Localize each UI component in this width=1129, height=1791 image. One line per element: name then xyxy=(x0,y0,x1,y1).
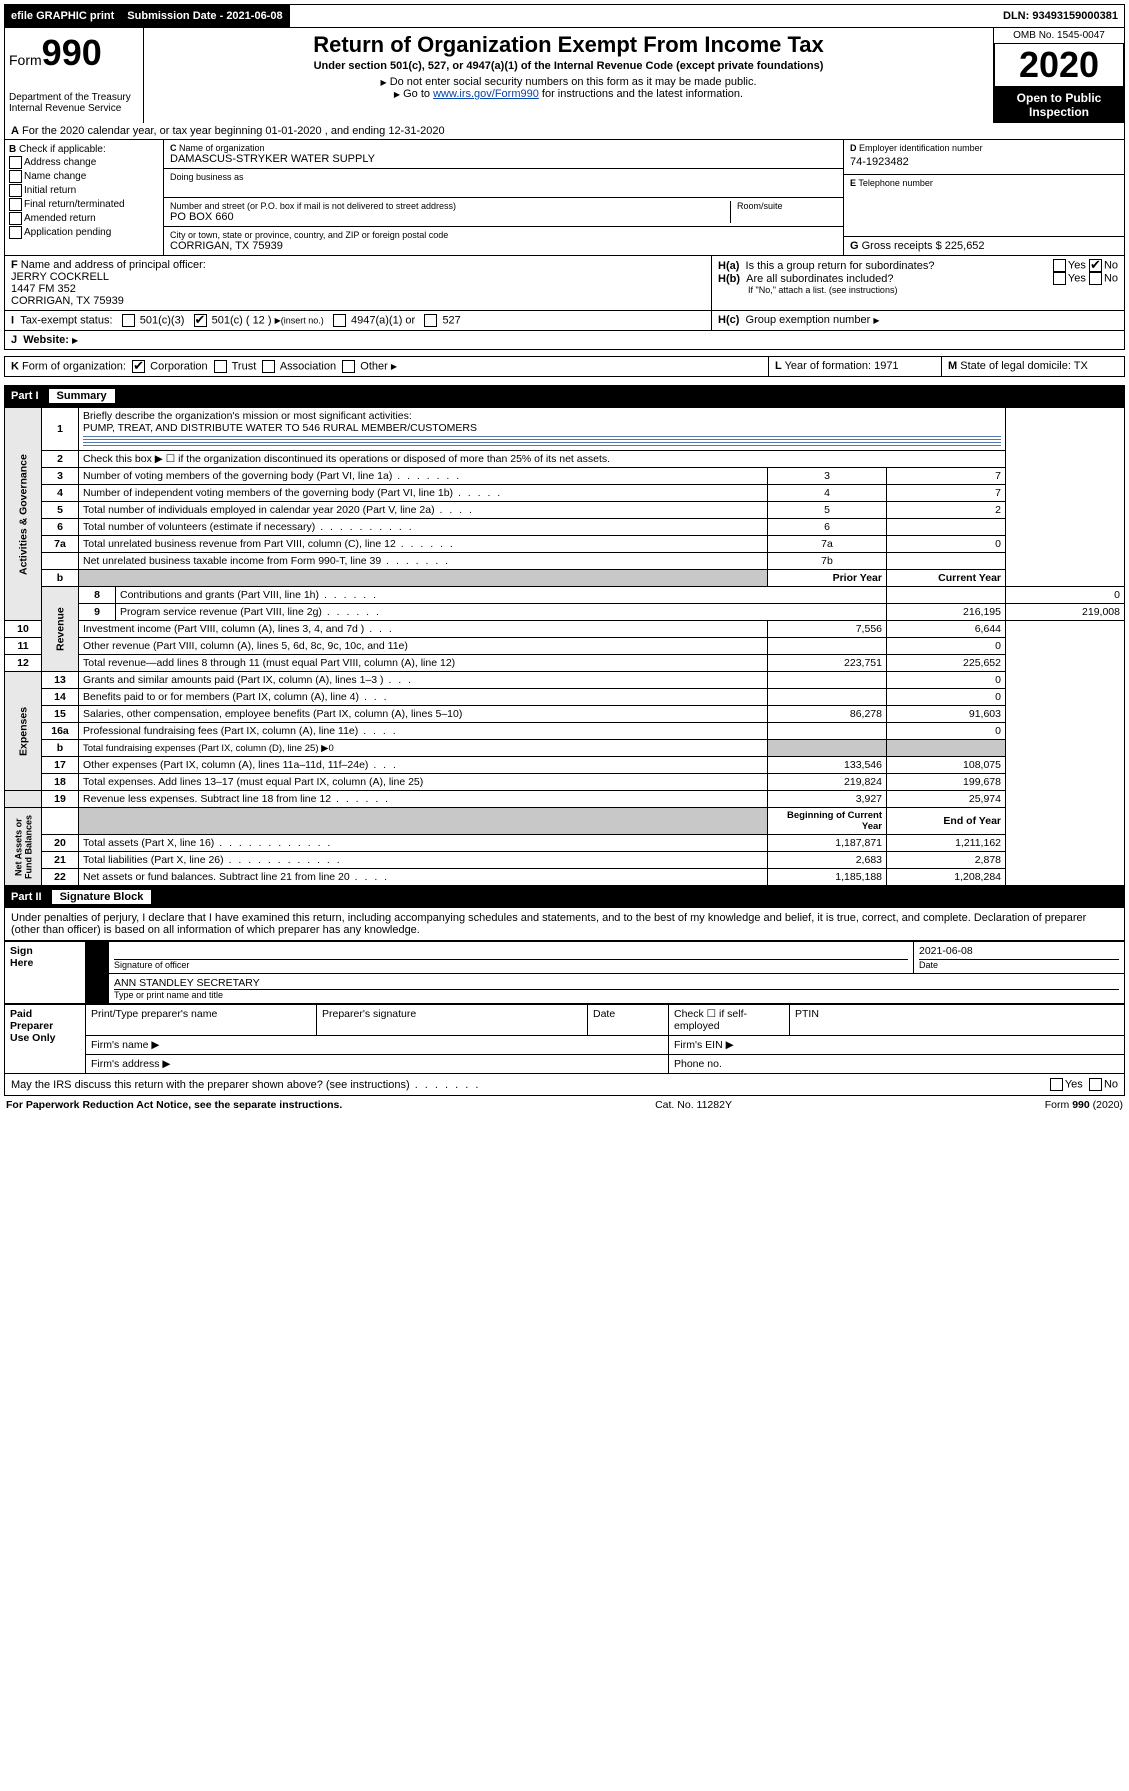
vert-governance: Activities & Governance xyxy=(5,408,42,621)
domicile-state: TX xyxy=(1074,360,1088,372)
tax-year: 2020 xyxy=(994,44,1124,87)
note-link: Go to www.irs.gov/Form990 for instructio… xyxy=(152,88,985,100)
omb-number: OMB No. 1545-0047 xyxy=(994,28,1124,44)
officer-name: JERRY COCKRELL xyxy=(11,271,109,283)
cb-other[interactable] xyxy=(342,360,355,373)
val-4: 7 xyxy=(887,485,1006,502)
dln: DLN: 93493159000381 xyxy=(997,5,1124,27)
efile-label[interactable]: efile GRAPHIC print xyxy=(5,5,121,27)
open-public: Open to Public Inspection xyxy=(994,87,1124,123)
org-address: PO BOX 660 xyxy=(170,211,730,223)
val-6 xyxy=(887,519,1006,536)
vert-revenue: Revenue xyxy=(42,587,79,672)
sign-here-table: Sign Here Signature of officer 2021-06-0… xyxy=(4,941,1125,1004)
form-ref: Form 990 (2020) xyxy=(1045,1099,1123,1111)
cb-501c3[interactable] xyxy=(122,314,135,327)
part1-header: Part I Summary xyxy=(4,385,1125,407)
curr-9: 219,008 xyxy=(1006,604,1125,621)
discuss-yes-no[interactable]: Yes No xyxy=(1050,1078,1118,1091)
section-right: D Employer identification number 74-1923… xyxy=(843,140,1124,255)
cb-4947[interactable] xyxy=(333,314,346,327)
section-c: C Name of organization DAMASCUS-STRYKER … xyxy=(164,140,843,255)
form-number: 990 xyxy=(42,32,102,73)
val-7b xyxy=(887,553,1006,570)
part2-header: Part II Signature Block xyxy=(4,886,1125,908)
section-j: J Website: xyxy=(4,331,1125,350)
irs-link[interactable]: www.irs.gov/Form990 xyxy=(433,88,539,100)
department: Department of the Treasury Internal Reve… xyxy=(9,92,139,114)
sign-here-label: Sign Here xyxy=(5,942,86,1004)
val-3: 7 xyxy=(887,468,1006,485)
vert-expenses: Expenses xyxy=(5,672,42,791)
row-a: A For the 2020 calendar year, or tax yea… xyxy=(4,123,1125,140)
prior-9: 216,195 xyxy=(887,604,1006,621)
cb-501c[interactable] xyxy=(194,314,207,327)
cb-amended[interactable]: Amended return xyxy=(9,212,159,225)
submission-date: Submission Date - 2021-06-08 xyxy=(121,5,289,27)
form-label: Form990 xyxy=(9,32,139,74)
year-formation: 1971 xyxy=(874,360,898,372)
cb-address-change[interactable]: Address change xyxy=(9,156,159,169)
form-header: Form990 Department of the Treasury Inter… xyxy=(4,28,1125,123)
mission-text: PUMP, TREAT, AND DISTRIBUTE WATER TO 546… xyxy=(83,422,477,434)
cb-assoc[interactable] xyxy=(262,360,275,373)
section-f-h: F Name and address of principal officer:… xyxy=(4,256,1125,311)
cb-trust[interactable] xyxy=(214,360,227,373)
section-klm: K Form of organization: Corporation Trus… xyxy=(4,356,1125,377)
val-7a: 0 xyxy=(887,536,1006,553)
perjury-statement: Under penalties of perjury, I declare th… xyxy=(4,908,1125,941)
cb-527[interactable] xyxy=(424,314,437,327)
sign-date: 2021-06-08 xyxy=(919,945,1119,960)
note-ssn: Do not enter social security numbers on … xyxy=(152,76,985,88)
cb-initial-return[interactable]: Initial return xyxy=(9,184,159,197)
org-name: DAMASCUS-STRYKER WATER SUPPLY xyxy=(170,153,837,165)
section-b: B Check if applicable: Address change Na… xyxy=(5,140,164,255)
summary-table: Activities & Governance 1 Briefly descri… xyxy=(4,407,1125,886)
footer: For Paperwork Reduction Act Notice, see … xyxy=(4,1096,1125,1114)
form-subtitle: Under section 501(c), 527, or 4947(a)(1)… xyxy=(152,60,985,72)
cb-pending[interactable]: Application pending xyxy=(9,226,159,239)
section-i: I Tax-exempt status: 501(c)(3) 501(c) ( … xyxy=(4,311,1125,331)
val-5: 2 xyxy=(887,502,1006,519)
entity-info-grid: B Check if applicable: Address change Na… xyxy=(4,140,1125,256)
room-suite: Room/suite xyxy=(731,201,837,223)
vert-net: Net Assets or Fund Balances xyxy=(5,808,42,886)
ha-yes-no[interactable]: Yes No xyxy=(1053,259,1118,272)
paid-preparer-table: Paid Preparer Use Only Print/Type prepar… xyxy=(4,1004,1125,1074)
gross-receipts: G Gross receipts $ 225,652 xyxy=(844,237,1124,255)
cb-final-return[interactable]: Final return/terminated xyxy=(9,198,159,211)
cb-corp[interactable] xyxy=(132,360,145,373)
top-bar: efile GRAPHIC print Submission Date - 20… xyxy=(4,4,1125,28)
ein: 74-1923482 xyxy=(850,153,1118,171)
discuss-row: May the IRS discuss this return with the… xyxy=(4,1074,1125,1096)
hb-yes-no[interactable]: Yes No xyxy=(1053,272,1118,285)
form-title: Return of Organization Exempt From Incom… xyxy=(152,32,985,58)
cb-name-change[interactable]: Name change xyxy=(9,170,159,183)
paid-preparer-label: Paid Preparer Use Only xyxy=(5,1005,86,1074)
org-city: CORRIGAN, TX 75939 xyxy=(170,240,837,252)
officer-name-title: ANN STANDLEY SECRETARY xyxy=(114,977,1119,990)
